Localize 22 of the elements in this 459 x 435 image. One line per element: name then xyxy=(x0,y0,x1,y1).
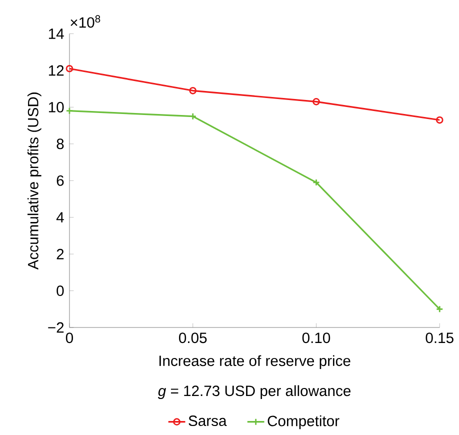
legend-label: Sarsa xyxy=(188,416,227,426)
y-tick-label: 10 xyxy=(48,102,64,113)
legend-label: Competitor xyxy=(268,416,340,430)
y-tick-label: −2 xyxy=(48,322,64,333)
y-axis-title: Accumulative profits (USD) xyxy=(27,92,42,270)
y-tick-label: 4 xyxy=(56,212,64,223)
y-tick-label: 0 xyxy=(56,286,64,296)
text: g = 12.73 USD per allowance xyxy=(158,385,351,400)
x-axis-title: Increase rate of reserve price xyxy=(159,355,350,370)
y-tick-label: 6 xyxy=(56,176,64,186)
point xyxy=(189,87,197,94)
x-tick-label: 0.05 xyxy=(179,332,207,344)
y-tick-label: 12 xyxy=(48,65,64,76)
x-tick-label: 0 xyxy=(66,332,74,344)
x-tick-label: 0.10 xyxy=(302,332,330,344)
point xyxy=(312,98,320,106)
point xyxy=(312,178,320,186)
y-tick-label: 2 xyxy=(56,249,64,260)
y-tick-label: 8 xyxy=(56,138,64,150)
text: ×10$^{8}$ xyxy=(70,15,100,28)
y-tick-label: 14 xyxy=(48,28,64,40)
x-tick-label: 0.15 xyxy=(426,332,454,344)
